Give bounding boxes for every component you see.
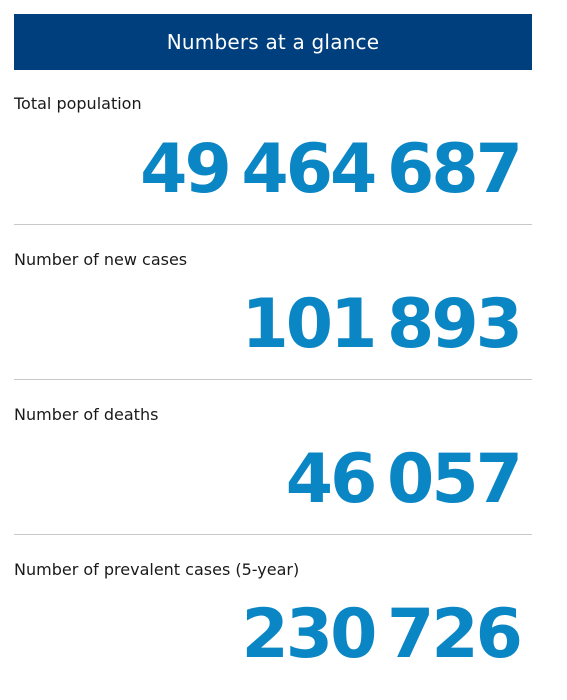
stat-total-population: Total population 49 464 687 [14, 70, 532, 225]
stat-label: Number of new cases [14, 250, 188, 269]
stat-value: 46 057 [285, 440, 523, 519]
stat-prevalent-cases: Number of prevalent cases (5-year) 230 7… [14, 535, 532, 690]
stat-value: 49 464 687 [140, 130, 523, 209]
numbers-at-a-glance-panel: Numbers at a glance Total population 49 … [14, 14, 532, 690]
panel-header: Numbers at a glance [14, 14, 532, 70]
stat-deaths: Number of deaths 46 057 [14, 380, 532, 535]
stat-new-cases: Number of new cases 101 893 [14, 225, 532, 380]
panel-title: Numbers at a glance [166, 30, 380, 54]
stat-label: Number of deaths [14, 405, 159, 424]
stat-value: 230 726 [241, 595, 523, 674]
stat-value: 101 893 [241, 285, 523, 364]
stat-label: Number of prevalent cases (5-year) [14, 560, 300, 579]
stat-label: Total population [14, 94, 142, 113]
